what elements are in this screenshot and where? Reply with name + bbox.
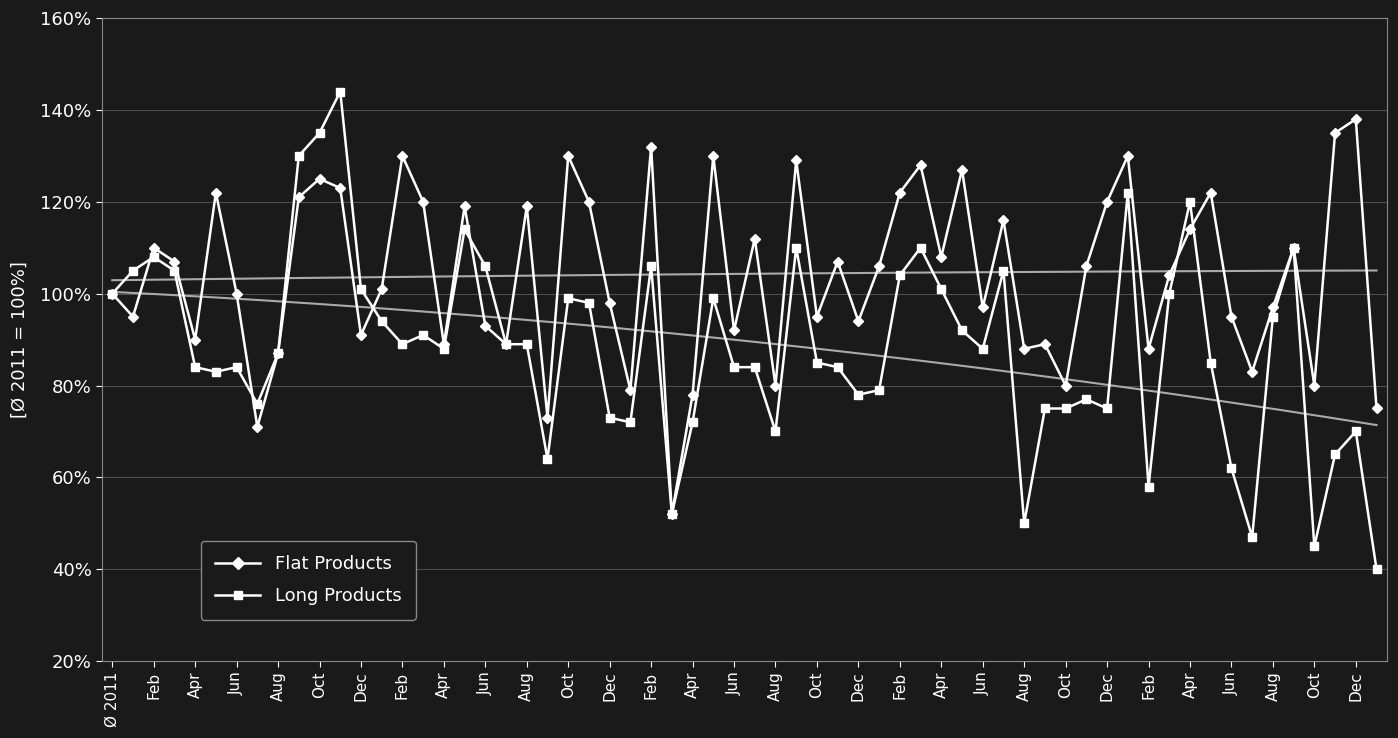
Long Products bbox=[373, 317, 390, 325]
Flat Products bbox=[1348, 114, 1364, 123]
Flat Products bbox=[1223, 312, 1240, 321]
Flat Products bbox=[1369, 404, 1385, 413]
Flat Products bbox=[103, 289, 120, 298]
Long Products bbox=[1223, 463, 1240, 472]
Flat Products bbox=[435, 339, 452, 348]
Line: Long Products: Long Products bbox=[109, 88, 1380, 573]
Flat Products bbox=[207, 188, 224, 197]
Flat Products bbox=[747, 234, 763, 243]
Long Products bbox=[1369, 565, 1385, 573]
Flat Products bbox=[892, 188, 909, 197]
Line: Flat Products: Flat Products bbox=[109, 115, 1380, 518]
Y-axis label: [Ø 2011 = 100%]: [Ø 2011 = 100%] bbox=[11, 261, 29, 418]
Long Products bbox=[747, 363, 763, 372]
Long Products bbox=[103, 289, 120, 298]
Long Products bbox=[456, 225, 473, 234]
Long Products bbox=[892, 271, 909, 280]
Flat Products bbox=[352, 331, 369, 339]
Legend: Flat Products, Long Products: Flat Products, Long Products bbox=[201, 541, 417, 620]
Flat Products bbox=[664, 510, 681, 519]
Long Products bbox=[331, 87, 348, 96]
Long Products bbox=[207, 368, 224, 376]
